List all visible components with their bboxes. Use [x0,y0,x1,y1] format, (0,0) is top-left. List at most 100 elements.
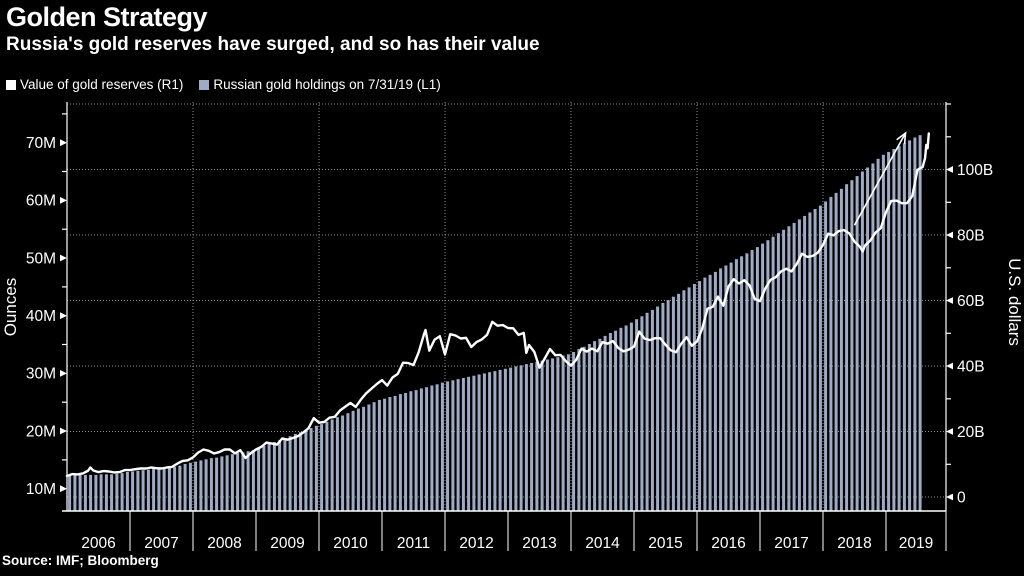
holdings-bar [299,432,303,511]
holdings-bar [577,349,581,511]
holdings-bar [362,406,366,511]
year-label: 2015 [648,535,682,552]
holdings-bar [293,433,297,511]
holdings-bar [146,469,150,511]
right-tick-pointer-icon [946,231,953,239]
holdings-bar [719,268,723,511]
holdings-bar [729,262,733,511]
holdings-bar [477,374,481,511]
holdings-bar [131,471,135,511]
holdings-bar [456,379,460,511]
holdings-bar [535,361,539,511]
holdings-bar [834,192,838,511]
holdings-bar [89,474,93,511]
holdings-bar [472,375,476,511]
holdings-bar [850,180,854,511]
left-tick-label: 40M [26,308,56,325]
holdings-bar [661,303,665,511]
holdings-bar [572,352,576,511]
holdings-bar [451,380,455,511]
left-tick-pointer-icon [60,254,67,262]
holdings-bar [377,399,381,511]
holdings-bar [797,219,801,511]
holdings-bar [692,284,696,511]
holdings-bar [724,265,728,511]
x-axis: 2006 2007 2008 2009 2010 2011 2012 2013 2014 2015… [81,511,947,552]
holdings-bar [388,397,392,511]
left-axis-title: Ounces [1,278,20,337]
holdings-bar [446,381,450,511]
holdings-bar [608,333,612,511]
right-tick-label: 60B [957,293,985,310]
holdings-bar [320,424,324,511]
holdings-bar [167,467,171,511]
holdings-bar [551,358,555,511]
legend-item-gold-holdings: Russian gold holdings on 7/31/19 (L1) [199,77,441,92]
right-axis: 0 20B 40B 60B 80B 100B U.S. dollars [946,103,1024,506]
holdings-bar [824,201,828,511]
page-title: Golden Strategy [6,2,208,32]
holdings-bar [199,460,203,511]
legend-label: Russian gold holdings on 7/31/19 (L1) [213,77,441,92]
holdings-bar [656,306,660,511]
holdings-bar [624,325,628,511]
v-gridlines [192,102,824,511]
year-label: 2007 [144,535,178,552]
holdings-bar [314,425,318,511]
holdings-bar [514,366,518,511]
holdings-bar [404,393,408,511]
holdings-bar [918,135,922,511]
legend: Value of gold reserves (R1) Russian gold… [6,77,441,92]
holdings-bar [866,167,870,511]
year-label: 2010 [333,535,368,552]
holdings-bar [503,368,507,511]
holdings-bar [204,459,208,511]
holdings-bar [593,341,597,511]
holdings-bar [603,335,607,511]
holdings-bar [734,259,738,511]
year-label: 2008 [207,535,241,552]
holdings-bar [278,440,282,511]
holdings-bar [677,293,681,511]
year-label: 2013 [522,535,556,552]
holdings-bar [493,371,497,511]
holdings-bar [671,296,675,511]
holdings-bar [614,330,618,511]
holdings-bar [367,404,371,511]
holdings-bar [78,474,82,511]
value-line [65,132,930,478]
right-tick-pointer-icon [946,493,953,501]
holdings-bar [509,367,513,511]
left-tick-label: 50M [26,250,56,267]
left-tick-pointer-icon [60,427,67,435]
left-tick-label: 60M [26,193,56,210]
holdings-bar [645,312,649,511]
holdings-bar [808,212,812,511]
holdings-bar [351,410,355,511]
holdings-bar [409,391,413,511]
holdings-bar [425,387,429,511]
holdings-bar [430,385,434,511]
holdings-bar [771,236,775,511]
holdings-bar [556,357,560,511]
legend-swatch-bar-icon [199,79,210,90]
holdings-bar [803,215,807,511]
holdings-bar [309,428,313,511]
left-tick-pointer-icon [60,139,67,147]
holdings-bar [887,151,891,511]
holdings-bar [787,226,791,512]
holdings-bar [666,300,670,511]
holdings-bar [110,474,114,511]
holdings-bar [682,290,686,511]
holdings-bar [740,256,744,511]
right-tick-label: 100B [957,162,993,179]
year-label: 2014 [585,535,620,552]
holdings-bar [68,475,72,511]
holdings-bar [687,287,691,511]
holdings-bar [393,395,397,511]
holdings-bar [902,143,906,512]
left-tick-label: 70M [26,135,56,152]
holdings-bar [566,354,570,511]
holdings-bar [881,154,885,512]
